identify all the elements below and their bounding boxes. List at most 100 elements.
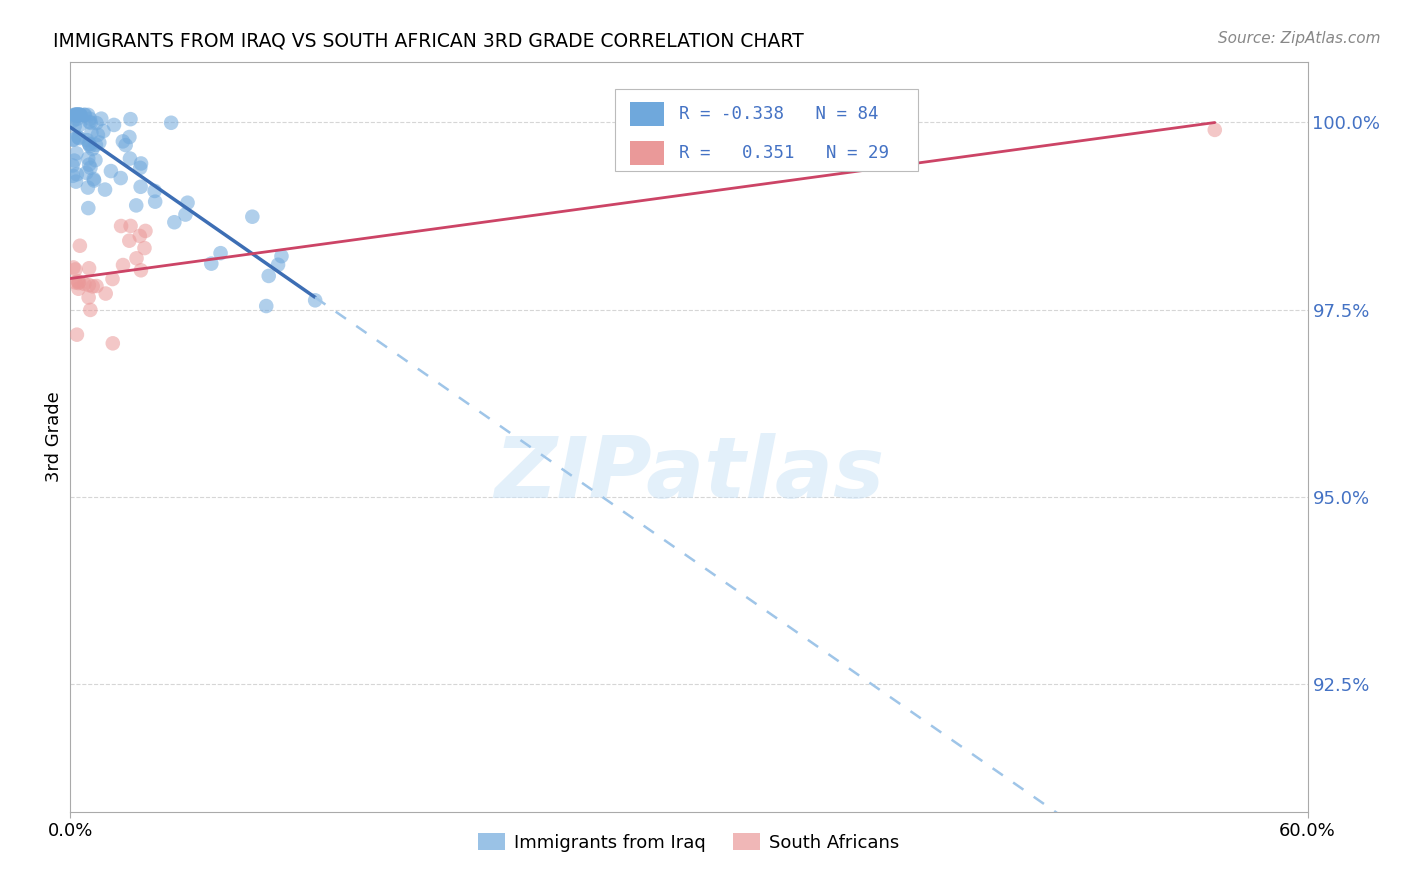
Point [79, 139, 101, 153]
Point [101, 272, 124, 286]
Point [79, 115, 101, 129]
Point [118, 152, 141, 166]
Point [69, 108, 91, 122]
Point [77, 201, 100, 215]
Point [103, 118, 125, 132]
FancyBboxPatch shape [630, 141, 664, 164]
Point [82, 279, 104, 293]
Point [94, 286, 117, 301]
Point [65, 276, 87, 290]
Point [67, 131, 90, 145]
Point [90, 112, 112, 126]
Point [80, 126, 103, 140]
Text: Source: ZipAtlas.com: Source: ZipAtlas.com [1218, 31, 1381, 46]
Point [270, 249, 292, 263]
Point [125, 252, 148, 266]
Point [73, 108, 96, 122]
Point [160, 116, 183, 130]
Point [304, 293, 326, 308]
Point [93, 124, 115, 138]
Point [62, 169, 84, 183]
Point [254, 299, 277, 313]
Point [79, 137, 101, 152]
Point [94, 183, 117, 197]
Point [101, 336, 124, 351]
Text: R =   0.351   N = 29: R = 0.351 N = 29 [679, 144, 889, 161]
Point [63, 108, 86, 122]
Point [66, 112, 89, 126]
Point [128, 229, 150, 244]
Point [65, 108, 87, 122]
Point [69, 108, 91, 122]
Point [66, 108, 89, 122]
Point [66, 108, 89, 122]
Point [67, 276, 90, 290]
Point [65, 262, 87, 277]
Point [125, 198, 148, 212]
Point [79, 112, 101, 126]
Text: R = -0.338   N = 84: R = -0.338 N = 84 [679, 105, 879, 123]
Point [129, 263, 152, 277]
Point [65, 146, 87, 161]
FancyBboxPatch shape [630, 103, 664, 126]
Point [143, 194, 166, 209]
Point [67, 130, 90, 145]
Point [66, 108, 89, 122]
Point [129, 156, 152, 170]
Point [129, 161, 152, 175]
Point [69, 238, 91, 252]
Point [75, 166, 97, 180]
Point [240, 210, 263, 224]
Point [80, 116, 103, 130]
Point [66, 167, 89, 181]
Point [63, 108, 86, 122]
Point [62, 133, 84, 147]
Point [200, 257, 222, 271]
Point [65, 108, 87, 122]
Point [100, 164, 122, 178]
Point [83, 173, 105, 187]
Point [76, 133, 98, 147]
Text: IMMIGRANTS FROM IRAQ VS SOUTH AFRICAN 3RD GRADE CORRELATION CHART: IMMIGRANTS FROM IRAQ VS SOUTH AFRICAN 3R… [53, 31, 804, 50]
Point [69, 108, 91, 122]
Point [73, 277, 96, 291]
Point [110, 171, 132, 186]
Point [65, 108, 87, 122]
Point [174, 208, 197, 222]
Point [66, 108, 89, 122]
Point [77, 278, 100, 293]
Legend: Immigrants from Iraq, South Africans: Immigrants from Iraq, South Africans [471, 826, 907, 859]
Point [114, 138, 136, 153]
Point [82, 142, 104, 156]
Point [77, 152, 100, 166]
Point [66, 274, 89, 288]
Point [63, 153, 86, 168]
Point [67, 108, 90, 122]
Point [257, 268, 280, 283]
Point [110, 219, 132, 233]
Point [143, 184, 166, 198]
Point [120, 112, 142, 127]
Point [66, 327, 89, 342]
Point [83, 172, 105, 186]
Point [86, 279, 108, 293]
Point [163, 215, 186, 229]
Point [77, 180, 100, 194]
Point [65, 175, 87, 189]
Point [63, 119, 86, 133]
Point [62, 260, 84, 275]
Y-axis label: 3rd Grade: 3rd Grade [45, 392, 63, 483]
Point [134, 241, 156, 255]
FancyBboxPatch shape [614, 88, 918, 171]
Point [69, 118, 91, 132]
Point [77, 290, 100, 304]
Point [1204, 123, 1226, 137]
Point [73, 108, 96, 122]
Point [77, 261, 100, 276]
Point [111, 258, 134, 272]
Point [62, 159, 84, 173]
Point [120, 219, 142, 233]
Point [67, 282, 90, 296]
Point [62, 132, 84, 146]
Point [65, 108, 87, 122]
